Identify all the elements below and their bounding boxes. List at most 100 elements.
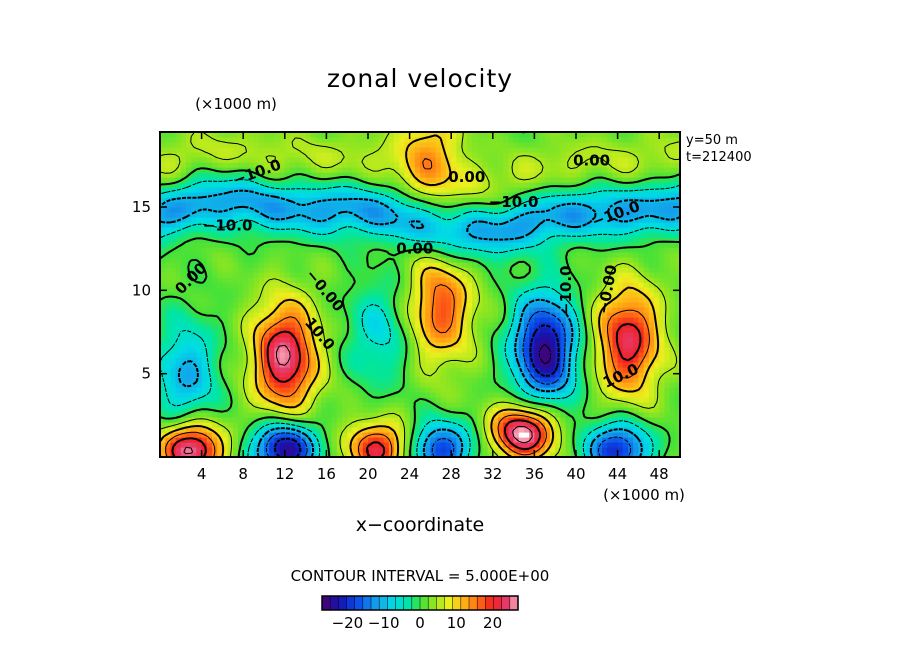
field-cell [539, 287, 546, 293]
field-cell [414, 452, 421, 457]
field-cell [160, 247, 166, 253]
field-cell [539, 222, 546, 228]
field-cell [565, 292, 572, 298]
field-cell [643, 407, 650, 413]
field-cell [622, 307, 629, 313]
field-cell [404, 422, 411, 428]
field-cell [300, 227, 307, 233]
field-cell [414, 222, 421, 228]
field-cell [258, 382, 265, 388]
field-cell [326, 357, 333, 363]
field-cell [196, 232, 203, 238]
field-cell [258, 412, 265, 418]
field-cell [664, 402, 671, 408]
field-cell [227, 312, 234, 318]
field-cell [550, 297, 556, 303]
field-cell [383, 212, 390, 218]
field-cell [378, 397, 385, 403]
field-cell [170, 312, 177, 318]
field-cell [576, 217, 582, 223]
field-cell [565, 422, 572, 428]
field-cell [664, 347, 671, 353]
field-cell [248, 297, 255, 303]
field-cell [295, 277, 301, 283]
field-cell [305, 422, 312, 428]
field-cell [316, 232, 322, 238]
field-cell [628, 422, 634, 428]
field-cell [659, 292, 665, 298]
field-cell [446, 232, 452, 238]
field-cell [550, 367, 556, 373]
field-cell [295, 382, 301, 388]
field-cell [336, 452, 343, 457]
field-cell [336, 267, 343, 273]
field-cell [508, 382, 515, 388]
field-cell [326, 322, 333, 328]
field-cell [570, 422, 577, 428]
field-cell [498, 247, 504, 253]
field-cell [295, 352, 301, 358]
field-cell [279, 352, 286, 358]
field-cell [368, 387, 374, 393]
field-cell [279, 287, 286, 293]
field-cell [352, 452, 359, 457]
field-cell [596, 337, 603, 343]
field-cell [388, 432, 395, 438]
field-cell [409, 352, 416, 358]
field-cell [435, 322, 442, 328]
field-cell [633, 212, 639, 218]
field-cell [451, 337, 457, 343]
field-cell [227, 237, 234, 243]
field-cell [295, 422, 301, 428]
field-cell [586, 277, 593, 283]
field-cell [347, 427, 353, 433]
field-cell [383, 237, 390, 243]
field-cell [394, 387, 400, 393]
field-cell [388, 387, 395, 393]
field-cell [362, 372, 369, 378]
field-cell [550, 287, 556, 293]
field-cell [430, 232, 437, 238]
field-cell [534, 237, 541, 243]
field-cell [643, 312, 650, 318]
field-cell [212, 287, 218, 293]
field-cell [284, 397, 291, 403]
field-cell [555, 432, 561, 438]
field-cell [643, 257, 650, 263]
field-cell [222, 412, 229, 418]
field-cell [576, 307, 582, 313]
field-cell [284, 262, 291, 268]
field-cell [487, 222, 494, 228]
field-cell [264, 362, 270, 368]
field-cell [654, 257, 660, 263]
field-cell [550, 352, 556, 358]
field-cell [409, 357, 416, 363]
field-cell [264, 377, 270, 383]
field-cell [524, 227, 530, 233]
field-cell [648, 382, 655, 388]
field-cell [217, 282, 223, 288]
field-cell [362, 362, 369, 368]
field-cell [165, 362, 171, 368]
field-cell [524, 317, 530, 323]
field-cell [648, 207, 655, 213]
field-cell [160, 227, 166, 233]
field-cell [321, 242, 327, 248]
field-cell [170, 287, 177, 293]
field-cell [217, 452, 223, 457]
field-cell [451, 422, 457, 428]
field-cell [279, 307, 286, 313]
field-cell [607, 357, 613, 363]
field-cell [373, 422, 379, 428]
field-cell [659, 397, 665, 403]
field-cell [425, 442, 431, 448]
field-cell [160, 432, 166, 438]
field-cell [550, 347, 556, 353]
field-cell [336, 297, 343, 303]
field-cell [440, 397, 447, 403]
field-cell [253, 262, 260, 268]
field-cell [472, 317, 478, 323]
field-cell [617, 252, 624, 258]
field-cell [508, 257, 515, 263]
field-cell [466, 247, 473, 253]
